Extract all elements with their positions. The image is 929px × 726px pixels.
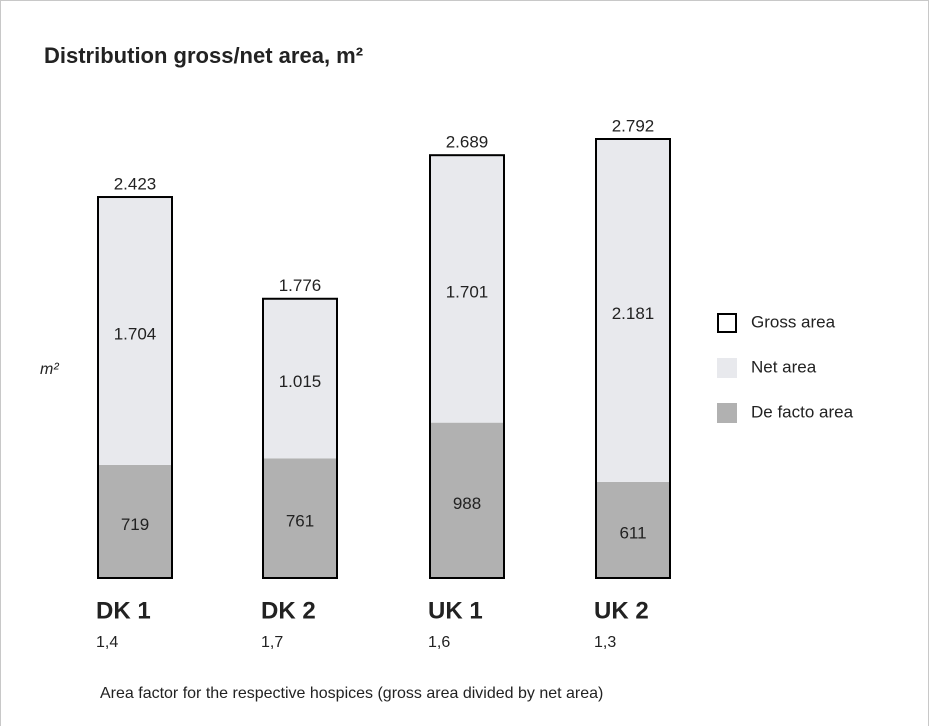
category-label: DK 2 [261, 597, 316, 624]
bar-segment [430, 422, 504, 578]
bar-segment [596, 139, 670, 482]
data-label: 2.181 [612, 304, 655, 323]
data-label: 1.701 [446, 282, 489, 301]
category-label: DK 1 [96, 597, 151, 624]
footnote: Area factor for the respective hospices … [100, 685, 603, 702]
bar-outline [429, 154, 505, 580]
bar-segment [596, 481, 670, 578]
legend-swatch [717, 358, 737, 378]
area-factor: 1,4 [96, 634, 118, 651]
bar-outline [595, 138, 671, 579]
area-factor: 1,6 [428, 634, 450, 651]
data-label: 1.704 [114, 324, 157, 343]
data-label: 1.776 [279, 276, 322, 295]
data-label: 1.015 [279, 372, 322, 391]
bar-segment [430, 155, 504, 423]
data-label: 988 [453, 494, 481, 513]
data-label: 2.792 [612, 116, 655, 135]
area-factor: 1,3 [594, 634, 616, 651]
bar-outline [97, 196, 173, 579]
data-label: 2.689 [446, 133, 489, 152]
bar-segment [263, 458, 337, 578]
legend-label: Net area [751, 357, 817, 376]
category-label: UK 2 [594, 597, 649, 624]
bar-segment [98, 197, 172, 465]
data-label: 761 [286, 512, 314, 531]
y-axis-label: m² [40, 361, 59, 378]
bar-segment [263, 298, 337, 459]
bar-segment [98, 464, 172, 578]
legend-swatch [717, 313, 737, 333]
data-label: 719 [121, 515, 149, 534]
data-label: 611 [619, 523, 646, 542]
legend-label: Gross area [751, 312, 836, 331]
data-label: 2.423 [114, 175, 157, 194]
legend-swatch [717, 403, 737, 423]
category-label: UK 1 [428, 597, 483, 624]
bar-outline [262, 297, 338, 579]
area-factor: 1,7 [261, 634, 283, 651]
chart-title: Distribution gross/net area, m² [44, 43, 363, 68]
legend-label: De facto area [751, 402, 854, 421]
